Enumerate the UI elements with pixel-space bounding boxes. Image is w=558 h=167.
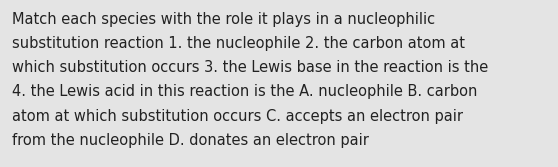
Text: Match each species with the role it plays in a nucleophilic: Match each species with the role it play… <box>12 12 435 27</box>
Text: atom at which substitution occurs C. accepts an electron pair: atom at which substitution occurs C. acc… <box>12 109 463 124</box>
Text: substitution reaction 1. the nucleophile 2. the carbon atom at: substitution reaction 1. the nucleophile… <box>12 36 465 51</box>
Text: 4. the Lewis acid in this reaction is the A. nucleophile B. carbon: 4. the Lewis acid in this reaction is th… <box>12 84 478 99</box>
Text: from the nucleophile D. donates an electron pair: from the nucleophile D. donates an elect… <box>12 133 369 148</box>
Text: which substitution occurs 3. the Lewis base in the reaction is the: which substitution occurs 3. the Lewis b… <box>12 60 488 75</box>
